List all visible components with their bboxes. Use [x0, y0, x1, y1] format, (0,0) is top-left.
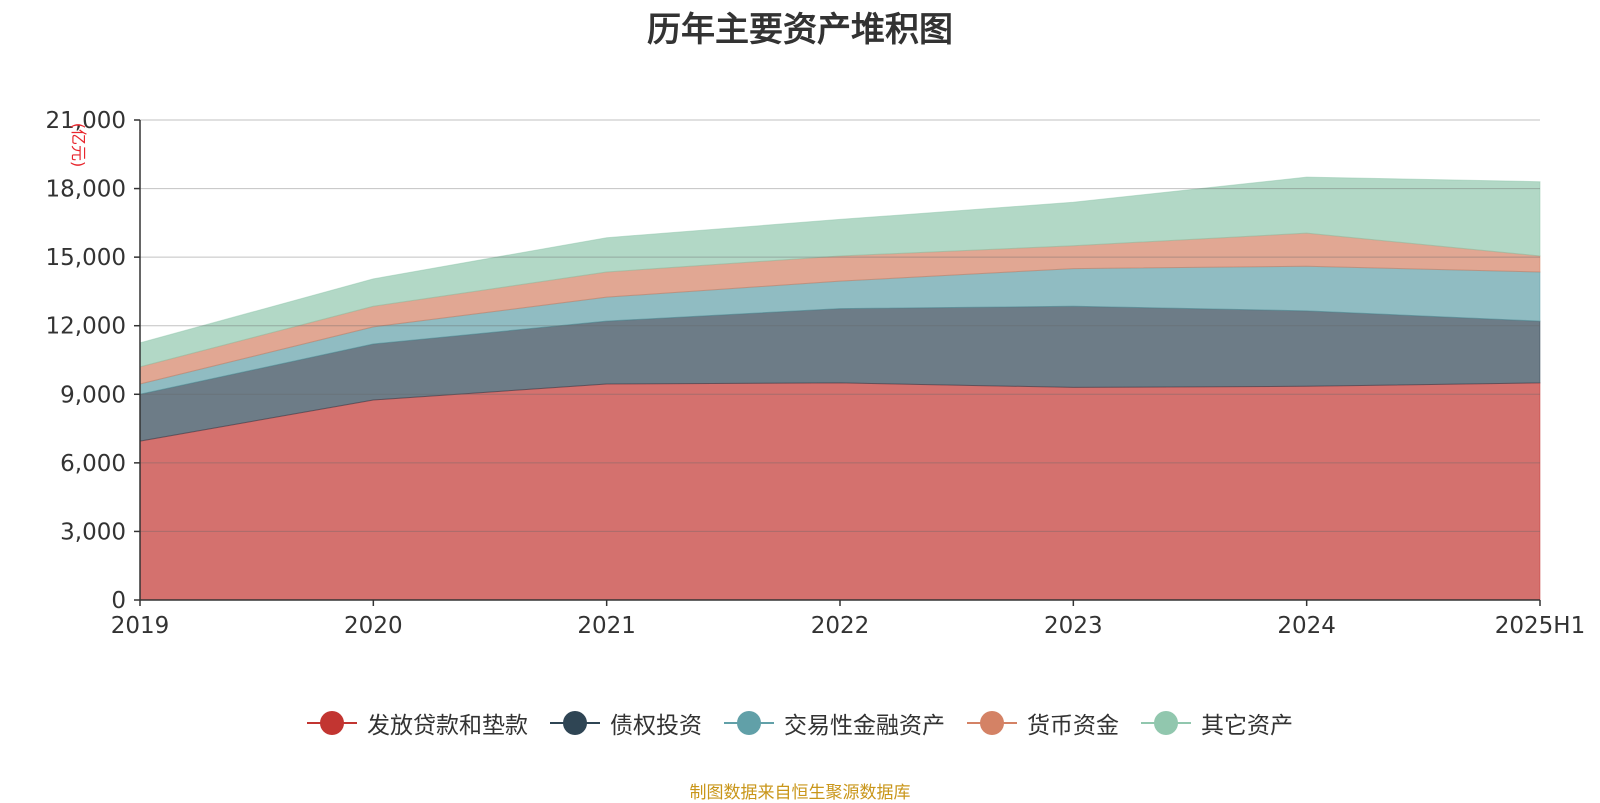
y-tick-label-4: 12,000 — [46, 314, 126, 340]
legend-label: 其它资产 — [1201, 713, 1293, 739]
legend-label: 货币资金 — [1027, 713, 1119, 739]
legend-label: 交易性金融资产 — [784, 713, 945, 739]
legend-marker-icon — [724, 710, 774, 736]
y-tick-label-2: 6,000 — [60, 451, 126, 477]
legend-marker-dot — [1154, 711, 1178, 735]
legend-label: 债权投资 — [610, 713, 702, 739]
y-axis-unit-label: (亿元) — [69, 123, 88, 168]
y-tick-label-6: 18,000 — [46, 177, 126, 203]
chart-legend: 发放贷款和垫款 债权投资 交易性金融资产 货币资金 其它资产 — [0, 705, 1600, 741]
legend-marker-dot — [563, 711, 587, 735]
x-tick-label-0: 2019 — [111, 613, 170, 639]
legend-marker-icon — [1141, 710, 1191, 736]
legend-marker-icon — [967, 710, 1017, 736]
legend-marker-icon — [307, 710, 357, 736]
legend-label: 发放贷款和垫款 — [367, 713, 528, 739]
legend-marker-icon — [550, 710, 600, 736]
y-tick-label-0: 0 — [111, 588, 126, 614]
legend-marker-dot — [980, 711, 1004, 735]
series-area-0 — [139, 382, 1541, 601]
y-tick-label-1: 3,000 — [60, 519, 126, 545]
legend-item-1[interactable]: 债权投资 — [550, 706, 702, 740]
legend-item-0[interactable]: 发放贷款和垫款 — [307, 706, 528, 740]
x-tick-label-3: 2022 — [811, 613, 870, 639]
chart-title: 历年主要资产堆积图 — [647, 10, 953, 50]
y-tick-label-5: 15,000 — [46, 245, 126, 271]
x-tick-label-6: 2025H1 — [1495, 613, 1585, 639]
legend-item-3[interactable]: 货币资金 — [967, 706, 1119, 740]
source-note: 制图数据来自恒生聚源数据库 — [689, 783, 911, 803]
y-tick-label-7: 21,000 — [46, 108, 126, 134]
legend-item-4[interactable]: 其它资产 — [1141, 706, 1293, 740]
legend-marker-dot — [737, 711, 761, 735]
x-tick-label-5: 2024 — [1277, 613, 1336, 639]
x-tick-label-2: 2021 — [577, 613, 636, 639]
y-tick-label-3: 9,000 — [60, 382, 126, 408]
x-tick-label-4: 2023 — [1044, 613, 1103, 639]
legend-marker-dot — [320, 711, 344, 735]
x-tick-label-1: 2020 — [344, 613, 403, 639]
series-area-4 — [139, 176, 1541, 368]
legend-item-2[interactable]: 交易性金融资产 — [724, 706, 945, 740]
